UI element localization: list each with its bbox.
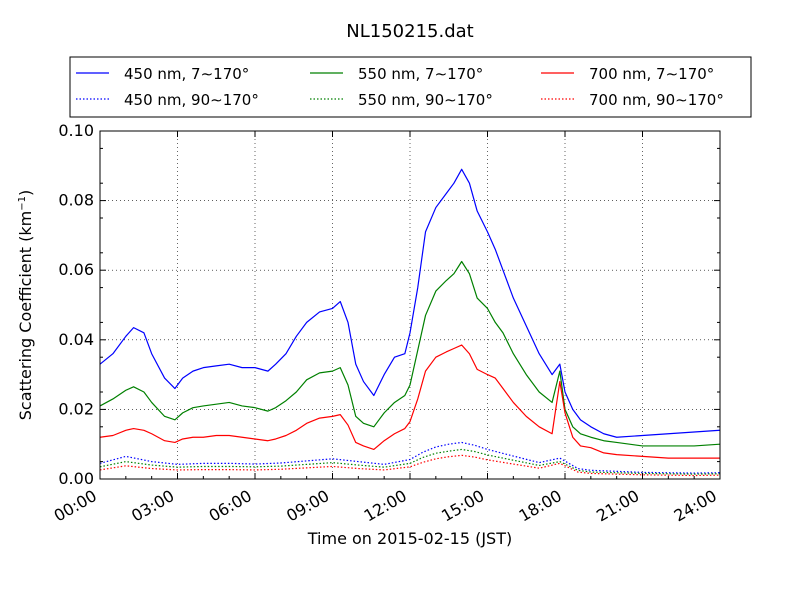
y-tick-label: 0.06 [58,260,94,279]
legend: 450 nm, 7∼170° 550 nm, 7∼170° 700 nm, 7∼17… [69,56,752,118]
series-line-0 [99,168,721,438]
y-axis-label-main: Scattering Coefficient (km [16,211,35,421]
x-axis: 00:00 03:00 06:00 09:00 12:00 15:00 18:00 21:00… [51,131,721,526]
x-tick-label: 09:00 [283,486,332,526]
y-tick-label: 0.00 [58,469,94,488]
x-tick-label: 21:00 [593,486,642,526]
x-tick-label: 00:00 [51,486,100,526]
series-line-5 [99,454,721,477]
y-tick-label: 0.10 [58,121,94,140]
y-axis-label-end: ) [16,190,35,196]
series-lines [99,168,721,477]
series-line-3 [99,441,721,474]
y-axis: 0.00 0.02 0.04 0.06 0.08 0.10 [58,121,720,488]
legend-label-1: 550 nm, 7∼170° [358,65,483,83]
x-tick-label: 03:00 [128,486,177,526]
y-axis-label-superscript: −1 [17,196,28,211]
series-line-4 [99,448,721,475]
legend-label-0: 450 nm, 7∼170° [124,65,249,83]
grid [100,131,720,479]
legend-label-2: 700 nm, 7∼170° [589,65,714,83]
x-tick-label: 15:00 [438,486,487,526]
x-axis-label: Time on 2015-02-15 (JST) [307,529,512,548]
legend-label-3: 450 nm, 90∼170° [124,91,259,109]
y-tick-label: 0.02 [58,399,94,418]
series-line-2 [99,344,720,459]
x-tick-label: 18:00 [516,486,565,526]
x-tick-label: 06:00 [206,486,255,526]
legend-label-5: 700 nm, 90∼170° [589,91,724,109]
legend-label-4: 550 nm, 90∼170° [358,91,493,109]
y-axis-label: Scattering Coefficient (km−1) [16,190,35,421]
x-tick-label: 12:00 [361,486,410,526]
chart-title: NL150215.dat [346,21,473,42]
series-line-1 [99,260,721,447]
legend-box [69,56,752,118]
x-tick-label: 24:00 [671,486,720,526]
y-tick-label: 0.04 [58,330,94,349]
y-tick-label: 0.08 [58,191,94,210]
